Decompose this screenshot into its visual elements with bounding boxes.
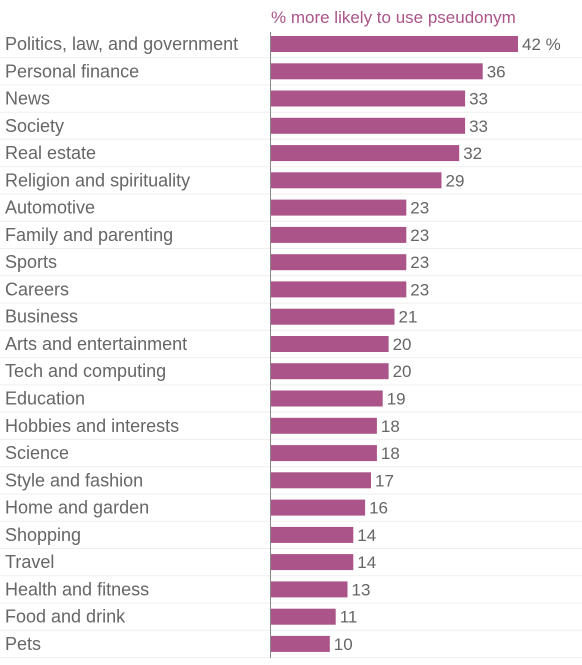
category-label: Real estate <box>5 143 96 163</box>
value-label: 29 <box>446 171 465 190</box>
value-label: 17 <box>375 471 394 490</box>
value-label: 14 <box>357 553 376 572</box>
bar <box>271 526 354 543</box>
category-label: Business <box>5 307 78 327</box>
bar <box>271 281 407 298</box>
category-label: Personal finance <box>5 61 139 81</box>
bar <box>271 608 336 625</box>
value-label: 23 <box>410 280 429 299</box>
value-label: 32 <box>463 144 482 163</box>
category-label: Education <box>5 389 85 409</box>
category-label: Society <box>5 116 64 136</box>
value-label: 13 <box>352 580 371 599</box>
bar <box>271 472 371 489</box>
bar <box>271 336 389 352</box>
bar <box>271 417 377 434</box>
category-label: Style and fashion <box>5 470 143 490</box>
chart-title: % more likely to use pseudonym <box>271 8 516 27</box>
category-label: Automotive <box>5 198 95 218</box>
category-label: Arts and entertainment <box>5 334 187 354</box>
bars <box>271 36 518 652</box>
value-label: 36 <box>487 62 506 81</box>
category-label: Tech and computing <box>5 361 166 381</box>
value-label: 11 <box>340 608 358 627</box>
value-label: 19 <box>387 390 406 409</box>
category-labels: Politics, law, and government Personal fi… <box>5 34 238 654</box>
bar <box>271 499 366 516</box>
bar <box>271 635 330 652</box>
value-label: 16 <box>369 499 388 518</box>
bar <box>271 90 466 107</box>
category-label: Home and garden <box>5 498 149 518</box>
category-label: News <box>5 89 50 109</box>
category-label: Careers <box>5 279 69 299</box>
category-label: Politics, law, and government <box>5 34 238 54</box>
bar <box>271 145 460 162</box>
bar <box>271 172 442 189</box>
category-label: Religion and spirituality <box>5 170 190 190</box>
value-label: 23 <box>410 253 429 272</box>
bar <box>271 554 354 571</box>
category-label: Health and fitness <box>5 579 149 599</box>
bar <box>271 363 389 380</box>
category-label: Travel <box>5 552 54 572</box>
gridlines <box>0 57 582 659</box>
bar <box>271 199 407 216</box>
category-label: Family and parenting <box>5 225 173 245</box>
bar <box>271 390 383 407</box>
category-label: Pets <box>5 634 41 654</box>
bar <box>271 226 407 243</box>
value-label: 33 <box>469 117 488 136</box>
value-label: 18 <box>381 444 400 463</box>
category-label: Hobbies and interests <box>5 416 179 436</box>
value-label: 20 <box>393 335 412 354</box>
value-label: 21 <box>399 308 418 327</box>
category-label: Science <box>5 443 69 463</box>
value-label: 10 <box>334 635 353 654</box>
value-labels: 42 % 36 33 33 32 29 23 23 23 23 21 20 20 19 18 18 17 16 14… <box>334 35 561 654</box>
bar <box>271 308 395 325</box>
bar <box>271 36 518 52</box>
value-label: 14 <box>357 526 376 545</box>
value-label: 23 <box>410 199 429 218</box>
bar <box>271 445 377 462</box>
value-label: 20 <box>393 362 412 381</box>
bar <box>271 254 407 271</box>
bar <box>271 581 348 598</box>
bar <box>271 63 483 80</box>
bar <box>271 117 466 134</box>
category-label: Shopping <box>5 525 81 545</box>
value-label: 33 <box>469 90 488 109</box>
value-label: 42 % <box>522 35 561 54</box>
value-label: 18 <box>381 417 400 436</box>
category-label: Sports <box>5 252 57 272</box>
category-label: Food and drink <box>5 607 126 627</box>
value-label: 23 <box>410 226 429 245</box>
